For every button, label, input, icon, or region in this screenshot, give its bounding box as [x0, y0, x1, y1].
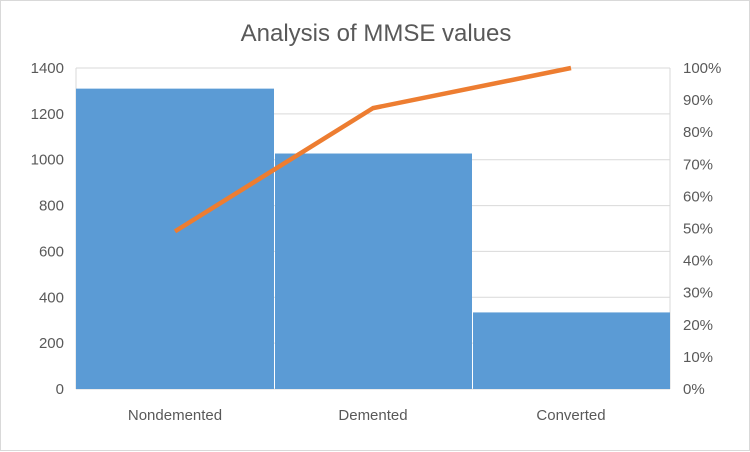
left-axis-ticks: 0 200 400 600 800 1000 1200 1400: [31, 60, 64, 398]
left-tick-label: 0: [56, 381, 64, 398]
left-tick-label: 1000: [31, 152, 64, 169]
bar-nondemented: [76, 89, 274, 389]
right-tick-label: 50%: [683, 221, 713, 238]
category-label: Nondemented: [128, 407, 222, 424]
right-axis-ticks: 0% 10% 20% 30% 40% 50% 60% 70% 80% 90% 100%: [683, 60, 721, 398]
left-tick-label: 800: [39, 198, 64, 215]
category-label: Converted: [536, 407, 605, 424]
left-tick-label: 400: [39, 289, 64, 306]
chart-title: Analysis of MMSE values: [241, 20, 512, 47]
category-labels: Nondemented Demented Converted: [128, 407, 606, 424]
category-label: Demented: [338, 407, 407, 424]
right-tick-label: 90%: [683, 92, 713, 109]
bar-converted: [473, 312, 670, 389]
right-tick-label: 30%: [683, 285, 713, 302]
bars: [76, 89, 670, 389]
right-tick-label: 0%: [683, 381, 705, 398]
right-tick-label: 70%: [683, 156, 713, 173]
left-tick-label: 1200: [31, 106, 64, 123]
right-tick-label: 60%: [683, 188, 713, 205]
bar-demented: [275, 154, 472, 389]
left-tick-label: 1400: [31, 60, 64, 77]
left-tick-label: 200: [39, 335, 64, 352]
right-tick-label: 100%: [683, 60, 721, 77]
right-tick-label: 10%: [683, 349, 713, 366]
right-tick-label: 80%: [683, 124, 713, 141]
right-tick-label: 20%: [683, 317, 713, 334]
left-tick-label: 600: [39, 243, 64, 260]
right-tick-label: 40%: [683, 253, 713, 270]
